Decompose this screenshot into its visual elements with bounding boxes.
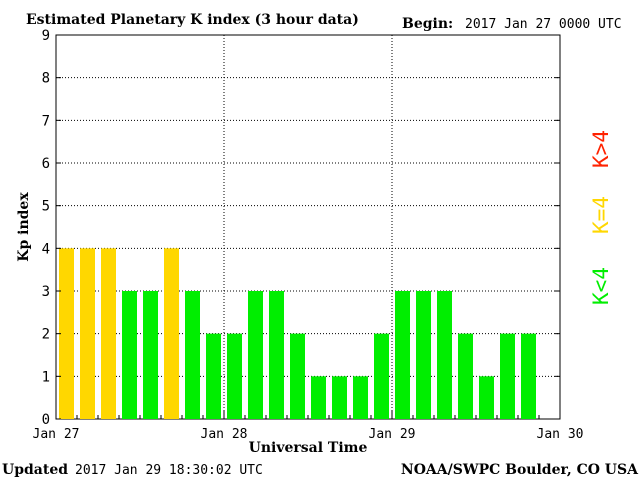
x-axis-label: Universal Time (249, 440, 368, 456)
kp-bar (101, 248, 116, 419)
y-tick-label: 7 (42, 113, 50, 129)
y-tick-label: 4 (42, 241, 50, 257)
kp-bar (248, 291, 263, 419)
kp-bar (332, 376, 347, 419)
kp-bar (311, 376, 326, 419)
y-tick-label: 1 (42, 369, 50, 385)
legend-k-greater-4: K>4 (589, 130, 613, 168)
kp-bar (269, 291, 284, 419)
kp-bar (59, 248, 74, 419)
plot-frame (55, 34, 561, 420)
x-axis-ticks: Jan 27 Jan 28 Jan 29 Jan 30 (33, 411, 584, 442)
source-credit: NOAA/SWPC Boulder, CO USA (401, 462, 639, 478)
kp-bar (227, 333, 242, 419)
kp-bar (521, 333, 536, 419)
x-tick-label: Jan 29 (369, 427, 416, 442)
kp-bar (164, 248, 179, 419)
y-tick-label: 5 (42, 199, 50, 215)
kp-bar (353, 376, 368, 419)
kp-bar (206, 333, 221, 419)
kp-bar (458, 333, 473, 419)
kp-bar (437, 291, 452, 419)
x-tick-label: Jan 28 (201, 427, 248, 442)
x-tick-label: Jan 27 (33, 427, 80, 442)
bars-group (59, 248, 536, 419)
legend-k-less-4: K<4 (589, 267, 613, 305)
updated-label: Updated (2, 462, 68, 478)
y-tick-label: 3 (42, 284, 50, 300)
kp-bar (395, 291, 410, 419)
grid-lines (56, 35, 560, 419)
y-axis-ticks: 0 1 2 3 4 5 6 7 8 9 (42, 28, 560, 428)
begin-value: 2017 Jan 27 0000 UTC (465, 17, 622, 32)
y-tick-label: 2 (42, 327, 50, 343)
y-axis-label: Kp index (16, 192, 32, 262)
y-tick-label: 6 (42, 156, 50, 172)
kp-bar (416, 291, 431, 419)
kp-bar (500, 333, 515, 419)
kp-bar (290, 333, 305, 419)
begin-label: Begin: (402, 16, 453, 32)
y-tick-label: 0 (42, 412, 50, 428)
chart-title: Estimated Planetary K index (3 hour data… (26, 12, 359, 28)
y-tick-label: 8 (42, 71, 50, 87)
kp-bar (479, 376, 494, 419)
y-tick-label: 9 (42, 28, 50, 44)
legend-k-equal-4: K=4 (589, 196, 613, 234)
kp-bar (143, 291, 158, 419)
updated-value: 2017 Jan 29 18:30:02 UTC (75, 463, 263, 478)
kp-bar (374, 333, 389, 419)
kp-bar (185, 291, 200, 419)
kp-bar (122, 291, 137, 419)
x-tick-label: Jan 30 (537, 427, 584, 442)
kp-bar (80, 248, 95, 419)
